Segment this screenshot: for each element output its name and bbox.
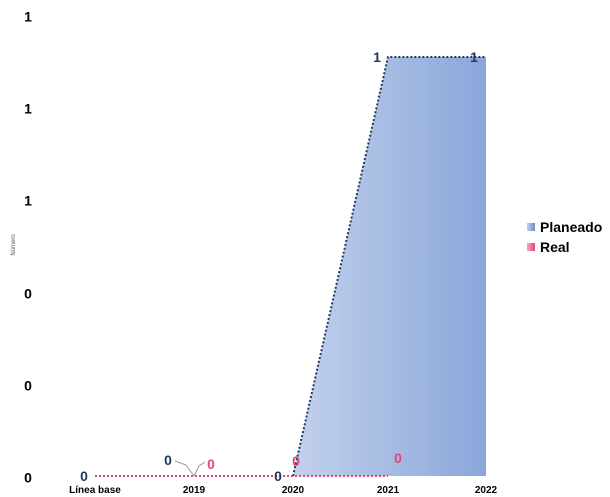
- y-tick-label: 0: [24, 470, 32, 486]
- x-tick-label: 2022: [475, 485, 498, 496]
- y-tick-label: 0: [24, 378, 32, 394]
- legend-swatch-real: [527, 243, 535, 251]
- y-tick-label: 1: [24, 193, 32, 209]
- legend: Planeado Real: [527, 218, 602, 258]
- planeado-data-label: 0: [80, 468, 88, 484]
- leader-line: [174, 460, 195, 477]
- leader-line: [193, 461, 206, 477]
- legend-label-planeado: Planeado: [540, 219, 603, 235]
- planeado-data-label: 1: [470, 49, 478, 65]
- legend-item-planeado: Planeado: [527, 218, 602, 236]
- real-data-label: 0: [394, 450, 402, 466]
- legend-swatch-planeado: [527, 223, 535, 231]
- y-axis-label: Número: [11, 234, 17, 256]
- y-tick-label: 1: [24, 9, 32, 25]
- legend-item-real: Real: [527, 238, 602, 256]
- x-tick-label: 2019: [183, 485, 206, 496]
- planeado-data-label: 0: [164, 452, 172, 468]
- planeado-line: [292, 56, 486, 477]
- y-tick-label: 0: [24, 286, 32, 302]
- real-data-label: 0: [207, 456, 215, 472]
- planeado-area: [293, 57, 486, 476]
- planeado-data-label: 0: [274, 468, 282, 484]
- legend-label-real: Real: [540, 239, 570, 255]
- x-tick-label: 2021: [377, 485, 400, 496]
- x-tick-label: 2020: [282, 485, 305, 496]
- y-tick-label: 1: [24, 101, 32, 117]
- planeado-data-label: 1: [373, 49, 381, 65]
- real-data-label: 0: [292, 453, 300, 469]
- x-tick-label: Línea base: [69, 485, 121, 496]
